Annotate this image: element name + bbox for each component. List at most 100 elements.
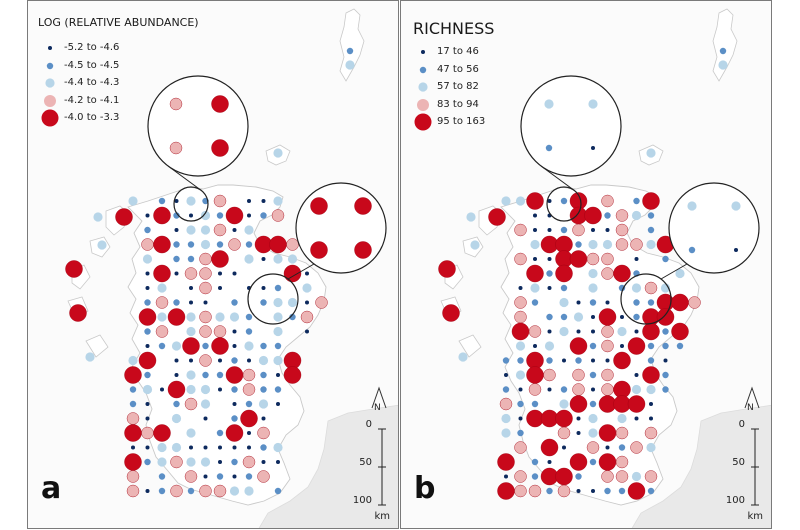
survey-point [627,337,646,355]
survey-point [642,192,660,210]
survey-point [644,470,658,483]
survey-point [533,213,537,218]
survey-point [189,358,193,363]
survey-point [211,250,229,268]
survey-point [605,445,610,450]
survey-point [170,484,183,498]
inset-zoom [620,182,760,325]
survey-point [257,470,270,483]
survey-point [354,241,372,259]
survey-point [182,337,200,355]
survey-point [200,457,211,467]
survey-point [244,341,254,351]
survey-point [276,460,280,464]
survey-point [514,484,527,498]
survey-point [218,445,222,450]
survey-point [604,487,611,495]
survey-point [273,297,283,308]
survey-point [231,458,238,466]
survey-point [601,383,614,396]
survey-point [572,368,585,382]
inset-callouts [147,75,387,325]
survey-point [634,416,639,421]
survey-point [283,366,302,384]
survey-point [528,325,542,338]
survey-points [438,47,728,500]
survey-point [124,424,142,442]
survey-point [688,246,696,254]
survey-point [646,442,656,453]
survey-point [160,387,164,392]
survey-point [604,212,611,219]
survey-point [218,358,222,363]
legend-label: 17 to 46 [437,46,479,57]
survey-point [244,254,254,264]
legend-item: -4.0 to -3.3 [28,109,178,127]
survey-point [630,441,643,454]
survey-point [586,252,600,266]
survey-point [588,99,598,109]
survey-point [572,383,585,396]
survey-point [199,484,212,498]
survey-point [218,460,222,464]
survey-point [569,395,588,413]
survey-point [533,257,537,261]
survey-point [145,213,150,218]
survey-point [618,444,626,451]
survey-point [547,460,552,464]
survey-point [591,329,595,334]
survey-point [530,283,540,293]
survey-point [216,473,224,480]
inset-zoom [520,75,622,222]
survey-point [649,416,653,421]
survey-point [199,310,212,324]
survey-point [576,416,581,421]
survey-point [569,453,588,471]
survey-point [514,223,527,237]
survey-point [497,453,515,471]
legend-swatch [46,62,54,69]
survey-point [630,238,643,251]
survey-point [232,344,237,348]
survey-point [466,212,476,222]
survey-point [646,384,656,395]
survey-point [186,384,196,395]
survey-point [240,409,258,428]
survey-point [200,384,211,395]
survey-point [502,357,510,364]
survey-point [145,402,150,406]
survey-point [687,201,697,211]
survey-point [588,239,598,250]
survey-point [647,342,655,350]
survey-point [601,368,614,382]
survey-point [242,455,256,469]
survey-point [560,284,568,292]
survey-point [598,424,617,442]
survey-point [518,416,523,421]
survey-point [218,286,222,290]
survey-point [589,299,597,306]
legend-label: -4.0 to -3.3 [64,112,120,123]
survey-point [514,441,527,454]
survey-point [647,212,655,219]
survey-point [576,329,581,334]
survey-point [569,250,588,268]
scale-unit-label: km [747,511,763,522]
survey-point [557,426,571,440]
survey-point [662,328,669,335]
survey-point [545,144,553,152]
survey-point [631,210,642,221]
survey-point [576,489,581,493]
survey-point [719,47,727,55]
survey-point [634,373,639,377]
survey-point [274,487,282,495]
survey-point [216,212,224,219]
survey-point [171,341,182,351]
survey-point [213,223,227,237]
survey-point [199,325,212,338]
survey-point [345,60,355,70]
survey-point [601,325,614,338]
survey-point [618,487,626,495]
survey-point [260,386,267,393]
survey-point [617,413,627,424]
